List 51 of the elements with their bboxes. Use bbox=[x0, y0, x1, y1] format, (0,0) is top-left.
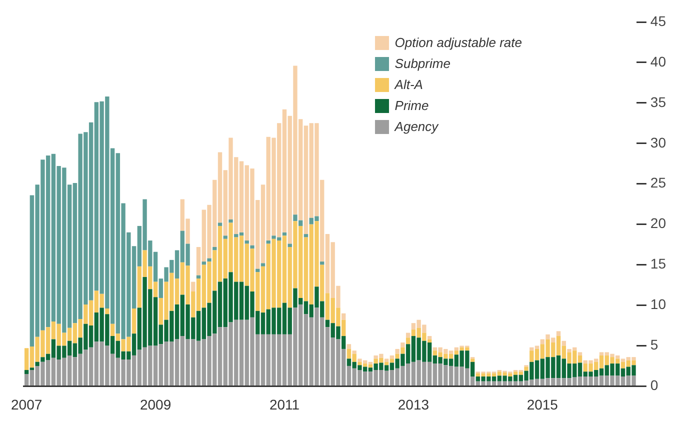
y-tick-label: 5 bbox=[650, 336, 658, 353]
bar bbox=[191, 282, 196, 292]
bar bbox=[406, 338, 410, 344]
bar bbox=[470, 358, 475, 362]
legend-label: Subprime bbox=[394, 56, 450, 71]
bar bbox=[342, 313, 346, 320]
bar bbox=[250, 245, 254, 249]
bar bbox=[578, 352, 582, 356]
legend-label: Agency bbox=[394, 119, 438, 134]
bar bbox=[30, 368, 34, 370]
bar bbox=[202, 262, 206, 265]
bar bbox=[228, 219, 233, 223]
bar bbox=[218, 222, 222, 226]
y-tick-label: 10 bbox=[650, 296, 666, 312]
bar bbox=[260, 263, 266, 266]
bar bbox=[105, 308, 110, 314]
y-tick-label: 20 bbox=[650, 215, 666, 232]
x-tick-label: 2015 bbox=[526, 396, 558, 412]
bar bbox=[395, 348, 400, 354]
bar bbox=[346, 344, 352, 349]
bar bbox=[35, 362, 40, 366]
bar bbox=[556, 331, 561, 336]
bar bbox=[207, 258, 212, 262]
y-tick-label: 35 bbox=[650, 94, 666, 110]
bar bbox=[304, 234, 308, 238]
y-tick-label: 45 bbox=[650, 12, 666, 29]
y-tick-label: 15 bbox=[650, 256, 666, 272]
bar bbox=[400, 347, 405, 354]
bar bbox=[524, 366, 528, 371]
bar bbox=[244, 240, 249, 244]
bar bbox=[223, 236, 228, 239]
bar bbox=[384, 358, 389, 362]
bar bbox=[24, 370, 29, 374]
x-tick-label: 2007 bbox=[11, 396, 42, 412]
legend-label: Option adjustable rate bbox=[394, 35, 522, 50]
y-tick-label: 0 bbox=[650, 377, 658, 394]
legend-label: Prime bbox=[394, 98, 429, 113]
x-tick-label: 2013 bbox=[398, 396, 430, 412]
x-tick-label: 2009 bbox=[140, 396, 172, 412]
y-tick-label: 40 bbox=[650, 53, 666, 70]
bar bbox=[132, 308, 136, 334]
bar bbox=[266, 240, 270, 244]
bar bbox=[427, 336, 432, 340]
bar bbox=[320, 262, 324, 265]
bar bbox=[400, 342, 405, 348]
bar bbox=[352, 350, 356, 354]
bar bbox=[395, 354, 400, 359]
legend-label: Alt-A bbox=[394, 77, 423, 92]
y-tick-label: 30 bbox=[650, 134, 666, 150]
x-tick-label: 2011 bbox=[269, 396, 300, 412]
y-tick-label: 25 bbox=[650, 174, 666, 191]
